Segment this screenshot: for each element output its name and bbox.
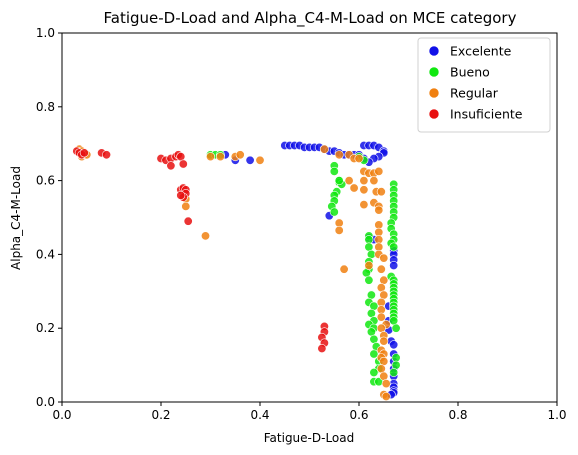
legend-label: Insuficiente [450,107,523,122]
y-tick-label: 0.2 [36,321,55,335]
data-point [389,260,399,270]
data-point [206,152,216,162]
data-point [359,185,369,195]
data-point [379,336,389,346]
data-point [339,264,349,274]
data-point [381,391,391,401]
data-point [245,155,255,165]
legend-marker [428,66,440,78]
x-tick-label: 0.8 [448,408,467,422]
data-point [359,176,369,186]
y-axis-label: Alpha_C4-M-Load [9,166,23,270]
plot-frame [61,32,558,403]
data-point [201,231,211,241]
data-point [369,349,379,359]
y-tick-label: 0.8 [36,100,55,114]
data-point [255,155,265,165]
legend-marker [428,108,440,120]
data-point [389,242,399,252]
data-point [381,379,391,389]
data-point [166,161,176,171]
legend-label: Excelente [450,44,512,59]
data-point [389,340,399,350]
x-tick-label: 0.2 [151,408,170,422]
data-point [334,176,344,186]
y-tick-label: 1.0 [36,26,55,40]
data-point [79,148,89,158]
data-point [369,367,379,377]
data-point [364,260,374,270]
data-point [389,367,399,377]
y-tick-label: 0.4 [36,247,55,261]
data-point [181,201,191,211]
data-point [329,207,339,217]
legend-label: Regular [450,86,499,101]
data-point [374,166,384,176]
data-point [364,275,374,285]
y-tick-label: 0.0 [36,395,55,409]
data-point [376,312,386,322]
data-point [334,150,344,160]
data-point [376,187,386,197]
data-point [391,323,401,333]
data-point [183,216,193,226]
data-point [235,150,245,160]
data-point [369,176,379,186]
x-axis-ticks: 0.0 0.2 0.4 0.6 0.8 1.0 [52,402,567,422]
data-points [72,141,401,401]
legend-box [417,37,551,133]
data-point [374,205,384,215]
data-point [178,159,188,169]
data-point [215,152,225,162]
y-tick-label: 0.6 [36,174,55,188]
data-point [319,144,329,154]
legend: Excelente Bueno Regular Insuficiente [417,37,551,133]
data-point [176,190,186,200]
data-point [102,150,112,160]
chart-title: Fatigue-D-Load and Alpha_C4-M-Load on MC… [104,9,517,28]
data-point [376,264,386,274]
series-insuficiente [72,146,329,353]
x-tick-label: 0.0 [52,408,71,422]
data-point [344,176,354,186]
data-point [349,183,359,193]
legend-label: Bueno [450,65,490,80]
data-point [354,154,364,164]
x-tick-label: 0.6 [349,408,368,422]
legend-marker [428,45,440,57]
x-tick-label: 1.0 [547,408,566,422]
data-point [334,225,344,235]
data-point [329,166,339,176]
data-point [317,343,327,353]
legend-marker [428,87,440,99]
data-point [379,253,389,263]
x-tick-label: 0.4 [250,408,269,422]
x-axis-label: Fatigue-D-Load [264,431,355,445]
y-axis-ticks: 0.0 0.2 0.4 0.6 0.8 1.0 [36,26,62,409]
data-point [359,200,369,210]
